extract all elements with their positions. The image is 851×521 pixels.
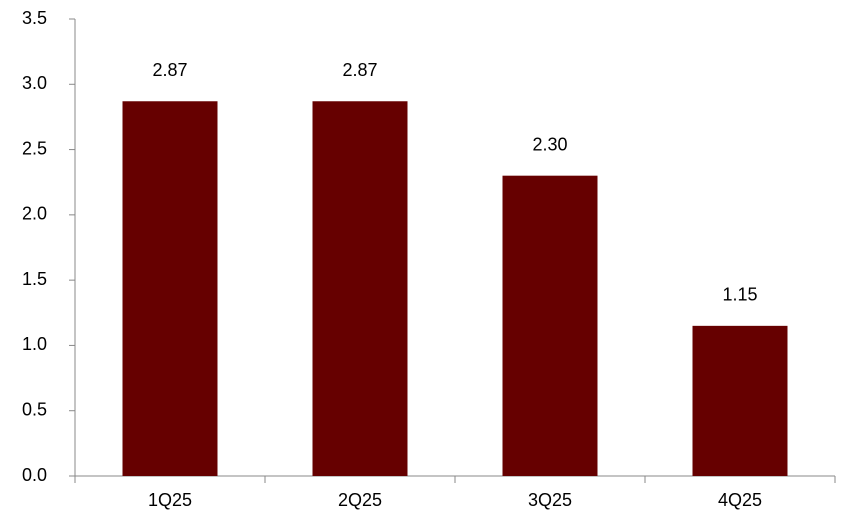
y-tick-label: 2.0	[22, 204, 47, 224]
x-tick-label: 3Q25	[528, 490, 572, 510]
y-tick-label: 2.5	[22, 138, 47, 158]
y-tick-label: 3.5	[22, 8, 47, 28]
bar	[122, 101, 218, 476]
y-tick-label: 1.5	[22, 269, 47, 289]
value-label: 2.87	[342, 60, 377, 80]
bar	[692, 325, 788, 476]
x-tick-label: 2Q25	[338, 490, 382, 510]
bar	[312, 101, 408, 476]
x-tick-label: 1Q25	[148, 490, 192, 510]
value-label: 1.15	[722, 285, 757, 305]
y-tick-label: 3.0	[22, 73, 47, 93]
x-tick-label: 4Q25	[718, 490, 762, 510]
value-label: 2.87	[152, 60, 187, 80]
y-tick-label: 0.5	[22, 399, 47, 419]
y-tick-label: 1.0	[22, 334, 47, 354]
y-tick-label: 0.0	[22, 465, 47, 485]
bar	[502, 175, 598, 476]
value-label: 2.30	[532, 134, 567, 154]
